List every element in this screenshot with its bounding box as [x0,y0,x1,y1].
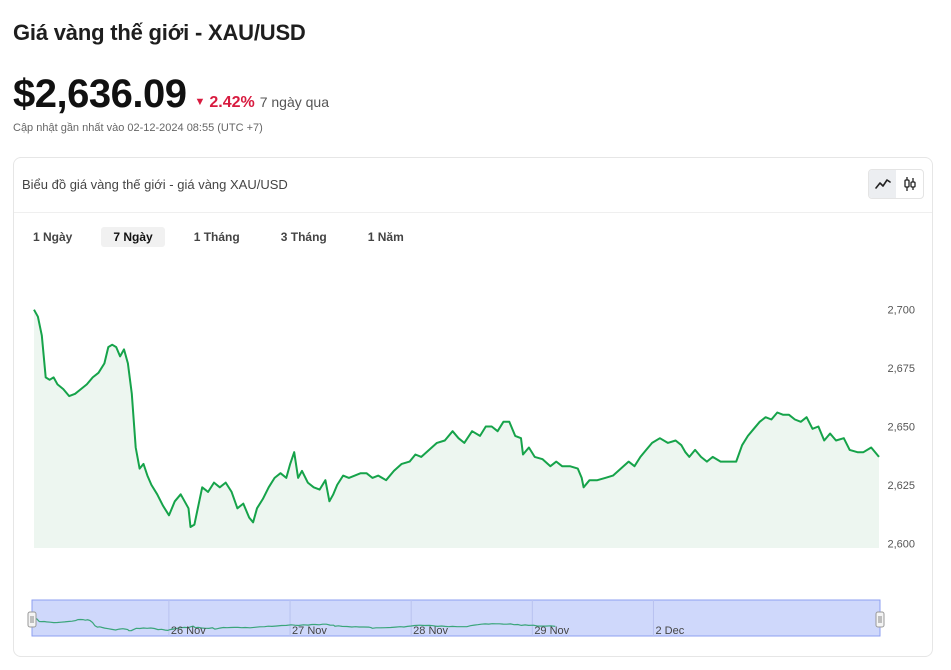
line-chart-view-button[interactable] [869,170,896,198]
navigator-date-label: 26 Nov [171,625,206,637]
y-axis: 2,700 2,675 2,650 2,625 2,600 [887,305,915,551]
chart-view-toggle [868,169,924,199]
chart-title: Biểu đồ giá vàng thế giới - giá vàng XAU… [22,177,288,192]
change-percent: 2.42% [209,94,255,111]
range-tab-1-day[interactable]: 1 Ngày [33,230,73,244]
price-change: ▼ 2.42% 7 ngày qua [194,94,329,112]
chart-card: Biểu đồ giá vàng thế giới - giá vàng XAU… [13,157,933,657]
range-tabs: 1 Ngày 7 Ngày 1 Tháng 3 Tháng 1 Năm [24,227,433,247]
main-plot [33,309,880,548]
price-area [34,309,879,548]
current-price: $2,636.09 [13,72,187,116]
y-tick-label: 2,625 [887,480,915,492]
range-tab-1-month[interactable]: 1 Tháng [193,230,240,244]
navigator-right-handle[interactable] [875,611,885,628]
caret-down-icon: ▼ [194,96,206,108]
range-tab-3-months[interactable]: 3 Tháng [280,230,327,244]
navigator-left-handle[interactable] [27,611,37,628]
navigator-selection [31,599,881,637]
candlestick-view-button[interactable] [896,170,923,198]
navigator-date-label: 27 Nov [292,625,327,637]
change-period: 7 ngày qua [259,94,330,110]
navigator-date-label: 2 Dec [655,625,684,637]
range-navigator[interactable]: 26 Nov 27 Nov 28 Nov 29 Nov 2 Dec [27,599,885,637]
chart-card-header: Biểu đồ giá vàng thế giới - giá vàng XAU… [14,158,932,213]
y-tick-label: 2,650 [887,422,915,434]
line-chart-icon [874,179,891,189]
y-tick-label: 2,700 [887,305,915,317]
range-tab-1-year[interactable]: 1 Năm [367,230,404,244]
y-tick-label: 2,675 [887,363,915,375]
navigator-date-label: 29 Nov [534,625,569,637]
price-summary: $2,636.09 ▼ 2.42% 7 ngày qua [13,72,329,117]
navigator-line [31,616,556,632]
last-updated: Cập nhật gần nhất vào 02-12-2024 08:55 (… [13,122,263,134]
price-chart[interactable]: 2,700 2,675 2,650 2,625 2,600 26 Nov 27 Nov 28… [14,158,934,658]
range-tab-7-days[interactable]: 7 Ngày [101,227,165,247]
navigator-date-label: 28 Nov [413,625,448,637]
y-tick-label: 2,600 [887,538,915,550]
page-title: Giá vàng thế giới - XAU/USD [13,20,306,45]
price-line [33,309,880,528]
candlestick-icon [903,177,916,191]
